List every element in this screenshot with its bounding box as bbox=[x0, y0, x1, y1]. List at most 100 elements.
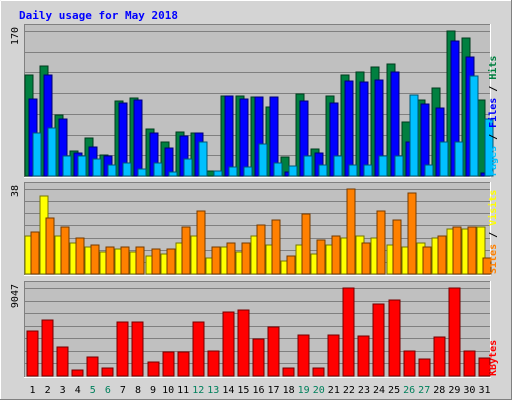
xtick-day-5: 5 bbox=[90, 385, 96, 396]
bar-kbytes-day-3 bbox=[56, 346, 69, 377]
xtick-day-9: 9 bbox=[150, 385, 156, 396]
bar-pages-day-19 bbox=[303, 155, 313, 177]
xtick-day-4: 4 bbox=[75, 385, 81, 396]
legend-visits-sites: Sites / Visits bbox=[487, 190, 499, 274]
xtick-day-15: 15 bbox=[237, 385, 249, 396]
bar-sites-day-17 bbox=[271, 219, 281, 275]
xtick-day-24: 24 bbox=[373, 385, 385, 396]
legend-separator: / bbox=[488, 80, 499, 98]
bar-kbytes-day-25 bbox=[388, 299, 401, 377]
bar-pages-day-17 bbox=[273, 162, 283, 177]
bar-kbytes-day-14 bbox=[222, 311, 235, 377]
bar-sites-day-13 bbox=[211, 246, 221, 275]
legend-entry-files: Files bbox=[487, 98, 499, 128]
bar-sites-day-10 bbox=[166, 248, 176, 275]
bar-pages-day-26 bbox=[409, 94, 419, 177]
bar-pages-day-21 bbox=[333, 155, 343, 177]
bar-kbytes-day-23 bbox=[357, 335, 370, 377]
bar-files-day-14 bbox=[224, 95, 234, 177]
xtick-day-26: 26 bbox=[403, 385, 415, 396]
bar-pages-day-30 bbox=[469, 75, 479, 177]
bar-pages-day-10 bbox=[168, 171, 178, 177]
bar-kbytes-day-1 bbox=[26, 330, 39, 377]
xtick-day-14: 14 bbox=[222, 385, 234, 396]
bar-kbytes-day-15 bbox=[237, 309, 250, 377]
bar-visits-day-31 bbox=[476, 226, 486, 275]
bar-kbytes-day-18 bbox=[282, 367, 295, 377]
bar-kbytes-day-2 bbox=[41, 319, 54, 377]
bar-sites-day-9 bbox=[151, 248, 161, 275]
bar-kbytes-day-21 bbox=[327, 334, 340, 377]
xtick-day-18: 18 bbox=[283, 385, 295, 396]
bar-files-day-22 bbox=[344, 80, 354, 177]
bar-kbytes-day-5 bbox=[86, 356, 99, 377]
bar-pages-day-31 bbox=[484, 118, 494, 177]
bar-kbytes-day-24 bbox=[372, 303, 385, 377]
bar-sites-day-30 bbox=[467, 226, 477, 275]
bar-kbytes-day-6 bbox=[101, 367, 114, 377]
bar-sites-day-28 bbox=[437, 235, 447, 275]
bar-pages-day-20 bbox=[318, 164, 328, 177]
bar-sites-day-20 bbox=[316, 239, 326, 275]
bar-pages-day-13 bbox=[213, 170, 223, 177]
xtick-day-10: 10 bbox=[162, 385, 174, 396]
bar-pages-day-3 bbox=[62, 155, 72, 177]
bar-sites-day-4 bbox=[75, 237, 85, 275]
bar-kbytes-day-12 bbox=[192, 321, 205, 377]
legend-entry-sites: Sites bbox=[487, 244, 499, 274]
bar-sites-day-18 bbox=[286, 255, 296, 275]
xtick-day-2: 2 bbox=[45, 385, 51, 396]
bar-pages-day-16 bbox=[258, 143, 268, 177]
bar-kbytes-day-30 bbox=[463, 350, 476, 377]
bar-kbytes-day-7 bbox=[116, 321, 129, 377]
bar-kbytes-day-17 bbox=[267, 326, 280, 377]
bar-pages-day-1 bbox=[32, 132, 42, 177]
legend-entry-visits: Visits bbox=[487, 190, 499, 226]
bar-sites-day-29 bbox=[452, 226, 462, 275]
bar-sites-day-23 bbox=[361, 242, 371, 275]
xtick-day-8: 8 bbox=[135, 385, 141, 396]
bar-kbytes-day-9 bbox=[147, 361, 160, 377]
bar-sites-day-3 bbox=[60, 226, 70, 275]
bar-kbytes-day-29 bbox=[448, 287, 461, 377]
bar-kbytes-day-22 bbox=[342, 287, 355, 377]
bar-kbytes-day-26 bbox=[403, 350, 416, 377]
panel-hits-files-pages: 170 Pages / Files / Hits bbox=[10, 24, 499, 178]
bar-sites-day-12 bbox=[196, 210, 206, 275]
xtick-day-3: 3 bbox=[60, 385, 66, 396]
bar-pages-day-8 bbox=[137, 168, 147, 177]
bar-pages-day-2 bbox=[47, 127, 57, 177]
bar-kbytes-day-16 bbox=[252, 338, 265, 377]
bar-sites-day-8 bbox=[135, 246, 145, 275]
panel-kbytes: 9047 KBytes bbox=[10, 281, 499, 378]
bar-pages-day-28 bbox=[439, 141, 449, 177]
bar-pages-day-7 bbox=[122, 162, 132, 177]
bar-sites-day-2 bbox=[45, 217, 55, 275]
bar-pages-day-11 bbox=[183, 158, 193, 177]
xtick-day-21: 21 bbox=[328, 385, 340, 396]
bar-sites-day-19 bbox=[301, 213, 311, 275]
legend-separator: / bbox=[488, 128, 499, 146]
xtick-day-25: 25 bbox=[388, 385, 400, 396]
bar-kbytes-day-27 bbox=[418, 358, 431, 377]
ytick-max-label: 38 bbox=[10, 185, 21, 197]
bar-pages-day-29 bbox=[454, 141, 464, 177]
bar-files-day-23 bbox=[359, 81, 369, 177]
bar-pages-day-5 bbox=[92, 158, 102, 177]
xtick-day-30: 30 bbox=[463, 385, 475, 396]
bar-pages-day-6 bbox=[107, 164, 117, 177]
xtick-day-20: 20 bbox=[313, 385, 325, 396]
xtick-day-16: 16 bbox=[252, 385, 264, 396]
xtick-day-13: 13 bbox=[207, 385, 219, 396]
xtick-day-28: 28 bbox=[433, 385, 445, 396]
xtick-day-29: 29 bbox=[448, 385, 460, 396]
bar-kbytes-day-10 bbox=[162, 351, 175, 377]
xtick-day-7: 7 bbox=[120, 385, 126, 396]
chart-title: Daily usage for May 2018 bbox=[19, 9, 178, 22]
bar-sites-day-6 bbox=[105, 246, 115, 275]
bar-sites-day-22 bbox=[346, 188, 356, 275]
xtick-day-6: 6 bbox=[105, 385, 111, 396]
ytick-max-label: 9047 bbox=[10, 284, 21, 308]
